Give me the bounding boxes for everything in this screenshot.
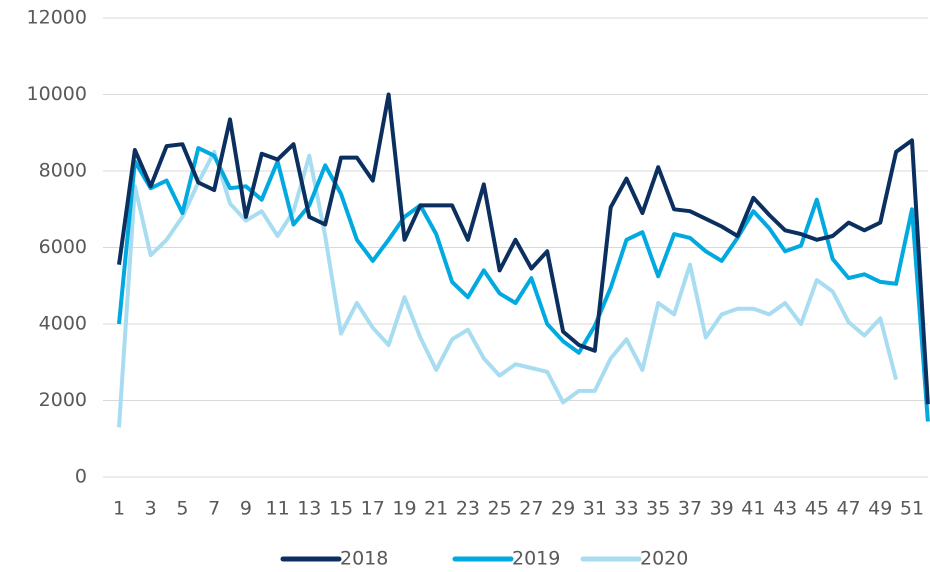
x-tick-label: 19 [392,498,416,520]
series-line [117,92,930,405]
x-tick-label: 47 [836,498,860,520]
x-tick-label: 31 [583,498,607,520]
x-tick-label: 13 [297,498,321,520]
y-tick-label: 0 [75,466,87,488]
y-tick-label: 8000 [39,160,87,182]
x-tick-label: 51 [900,498,924,520]
x-tick-label: 29 [551,498,575,520]
y-tick-label: 4000 [39,313,87,335]
x-tick-label: 49 [868,498,892,520]
x-tick-label: 43 [773,498,797,520]
x-tick-label: 9 [240,498,252,520]
x-tick-label: 15 [329,498,353,520]
x-tick-label: 39 [710,498,734,520]
x-tick-label: 27 [519,498,543,520]
y-tick-label: 12000 [27,7,87,29]
y-tick-label: 6000 [39,236,87,258]
x-tick-label: 17 [361,498,385,520]
y-tick-label: 10000 [27,83,87,105]
x-tick-label: 41 [741,498,765,520]
x-tick-label: 5 [176,498,188,520]
y-tick-label: 2000 [39,389,87,411]
x-tick-label: 1 [113,498,125,520]
x-tick-label: 3 [145,498,157,520]
x-tick-label: 11 [266,498,290,520]
x-tick-label: 23 [456,498,480,520]
x-tick-label: 45 [805,498,829,520]
x-tick-label: 33 [614,498,638,520]
x-tick-label: 7 [208,498,220,520]
x-tick-label: 25 [488,498,512,520]
legend-label: 2019 [512,548,560,570]
legend-label: 2020 [640,548,688,570]
x-tick-label: 37 [678,498,702,520]
legend-label: 2018 [340,548,388,570]
series-line [117,149,899,428]
x-tick-label: 35 [646,498,670,520]
x-tick-label: 21 [424,498,448,520]
